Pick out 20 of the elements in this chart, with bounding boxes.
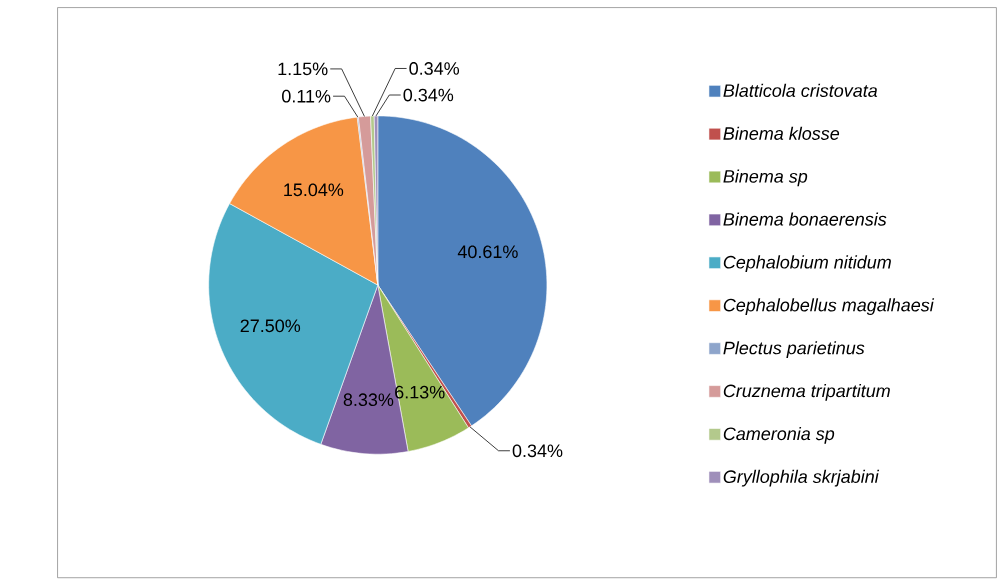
legend-label: Gryllophila skrjabini: [723, 470, 880, 487]
data-label: 0.34%: [512, 444, 563, 458]
data-label: 0.34%: [403, 88, 454, 102]
legend-label: Binema bonaerensis: [723, 212, 887, 226]
data-label: 0.34%: [409, 62, 460, 76]
data-label: 27.50%: [240, 319, 301, 333]
data-label: 1.15%: [278, 62, 328, 76]
legend-label: Binema klosse: [723, 126, 840, 141]
data-label: 15.04%: [284, 183, 344, 197]
legend-label: Binema sp: [723, 169, 808, 187]
legend-label: Cruznema tripartitum: [723, 384, 890, 402]
legend-label: Cameronia sp: [723, 427, 835, 444]
legend-label: Cephalobium nitidum: [723, 255, 891, 273]
data-label: 0.11%: [282, 90, 331, 103]
data-label: 40.61%: [457, 245, 518, 259]
legend-label: Plectus parietinus: [723, 341, 865, 359]
legend-label: Blatticola cristovata: [723, 84, 878, 98]
legend-label: Cephalobellus magalhaesi: [723, 298, 935, 316]
data-label: 6.13%: [395, 386, 445, 399]
data-label: 8.33%: [343, 393, 394, 407]
